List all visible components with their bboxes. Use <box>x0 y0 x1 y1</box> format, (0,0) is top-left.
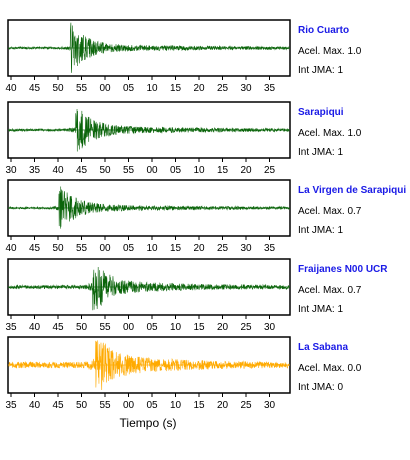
x-tick-label: 40 <box>29 400 41 411</box>
x-tick-label: 35 <box>5 322 17 333</box>
x-tick-label: 40 <box>5 243 17 254</box>
x-tick-label: 05 <box>146 322 158 333</box>
x-tick-label: 30 <box>5 165 17 176</box>
panels-group: 40 45 50 55 00 05 10 15 20 25 30 35 Rio Cuarto Acel. … <box>5 19 406 411</box>
x-axis-label: Tiempo (s) <box>120 416 177 430</box>
jma-intensity: Int JMA: 1 <box>298 225 343 236</box>
x-tick-label: 20 <box>193 243 205 254</box>
x-tick-label: 15 <box>193 322 205 333</box>
max-acceleration: Acel. Max. 1.0 <box>298 128 362 139</box>
x-tick-label: 50 <box>99 165 111 176</box>
x-tick-label: 10 <box>146 243 158 254</box>
x-tick-label: 05 <box>170 165 182 176</box>
waveform-trace <box>8 266 290 311</box>
x-tick-label: 45 <box>76 165 88 176</box>
waveform-trace <box>8 186 290 229</box>
x-tick-label: 30 <box>264 322 276 333</box>
panel-3: 40 45 50 55 00 05 10 15 20 25 30 35 La Virgen de Sar… <box>5 179 406 254</box>
x-tick-label: 00 <box>99 83 111 94</box>
x-tick-label: 55 <box>99 400 111 411</box>
x-tick-label: 55 <box>99 322 111 333</box>
station-name: Fraijanes N00 UCR <box>298 264 388 275</box>
station-name: La Virgen de Sarapiqui <box>298 185 406 196</box>
x-tick-label: 55 <box>123 165 135 176</box>
x-tick-label: 00 <box>99 243 111 254</box>
x-tick-label: 20 <box>217 400 229 411</box>
x-tick-label: 40 <box>29 322 41 333</box>
x-tick-label: 50 <box>76 322 88 333</box>
x-tick-label: 30 <box>264 400 276 411</box>
max-acceleration: Acel. Max. 0.7 <box>298 285 362 296</box>
max-acceleration: Acel. Max. 0.7 <box>298 206 362 217</box>
x-tick-label: 30 <box>240 243 252 254</box>
x-tick-label: 25 <box>240 322 252 333</box>
x-tick-label: 10 <box>170 322 182 333</box>
x-tick-label: 15 <box>170 243 182 254</box>
panel-5: 35 40 45 50 55 00 05 10 15 20 25 30 La Sabana Acel. M… <box>5 336 362 411</box>
x-tick-label: 05 <box>123 83 135 94</box>
panel-4: 35 40 45 50 55 00 05 10 15 20 25 30 Fraijanes N00 UC… <box>5 258 388 333</box>
station-name: Rio Cuarto <box>298 25 349 36</box>
station-name: La Sabana <box>298 342 348 353</box>
x-tick-label: 20 <box>240 165 252 176</box>
waveform-trace <box>8 109 290 152</box>
x-tick-label: 15 <box>193 400 205 411</box>
x-tick-label: 25 <box>217 83 229 94</box>
x-tick-label: 35 <box>264 83 276 94</box>
panel-2: 30 35 40 45 50 55 00 05 10 15 20 25 Sarapiqui Acel. M… <box>5 101 362 176</box>
x-tick-label: 25 <box>217 243 229 254</box>
x-tick-label: 55 <box>76 243 88 254</box>
panel-1: 40 45 50 55 00 05 10 15 20 25 30 35 Rio Cuarto Acel. … <box>5 19 362 94</box>
x-tick-label: 10 <box>170 400 182 411</box>
x-tick-label: 00 <box>123 400 135 411</box>
x-tick-label: 35 <box>29 165 41 176</box>
x-tick-label: 35 <box>5 400 17 411</box>
x-tick-label: 25 <box>240 400 252 411</box>
x-tick-label: 45 <box>52 400 64 411</box>
x-tick-label: 45 <box>29 83 41 94</box>
x-tick-label: 10 <box>146 83 158 94</box>
x-tick-label: 50 <box>76 400 88 411</box>
jma-intensity: Int JMA: 1 <box>298 304 343 315</box>
jma-intensity: Int JMA: 1 <box>298 65 343 76</box>
max-acceleration: Acel. Max. 1.0 <box>298 46 362 57</box>
x-tick-label: 25 <box>264 165 276 176</box>
x-tick-label: 05 <box>146 400 158 411</box>
x-tick-label: 40 <box>5 83 17 94</box>
x-tick-label: 20 <box>217 322 229 333</box>
x-tick-label: 40 <box>52 165 64 176</box>
x-tick-label: 50 <box>52 83 64 94</box>
x-tick-label: 10 <box>193 165 205 176</box>
x-tick-label: 05 <box>123 243 135 254</box>
x-tick-label: 35 <box>264 243 276 254</box>
x-tick-label: 50 <box>52 243 64 254</box>
x-tick-label: 15 <box>170 83 182 94</box>
jma-intensity: Int JMA: 0 <box>298 382 343 393</box>
x-tick-label: 45 <box>29 243 41 254</box>
x-tick-label: 20 <box>193 83 205 94</box>
jma-intensity: Int JMA: 1 <box>298 147 343 158</box>
x-tick-label: 15 <box>217 165 229 176</box>
station-name: Sarapiqui <box>298 107 344 118</box>
max-acceleration: Acel. Max. 0.0 <box>298 363 362 374</box>
x-tick-label: 00 <box>123 322 135 333</box>
x-tick-label: 55 <box>76 83 88 94</box>
x-tick-label: 45 <box>52 322 64 333</box>
x-tick-label: 30 <box>240 83 252 94</box>
x-tick-label: 00 <box>146 165 158 176</box>
